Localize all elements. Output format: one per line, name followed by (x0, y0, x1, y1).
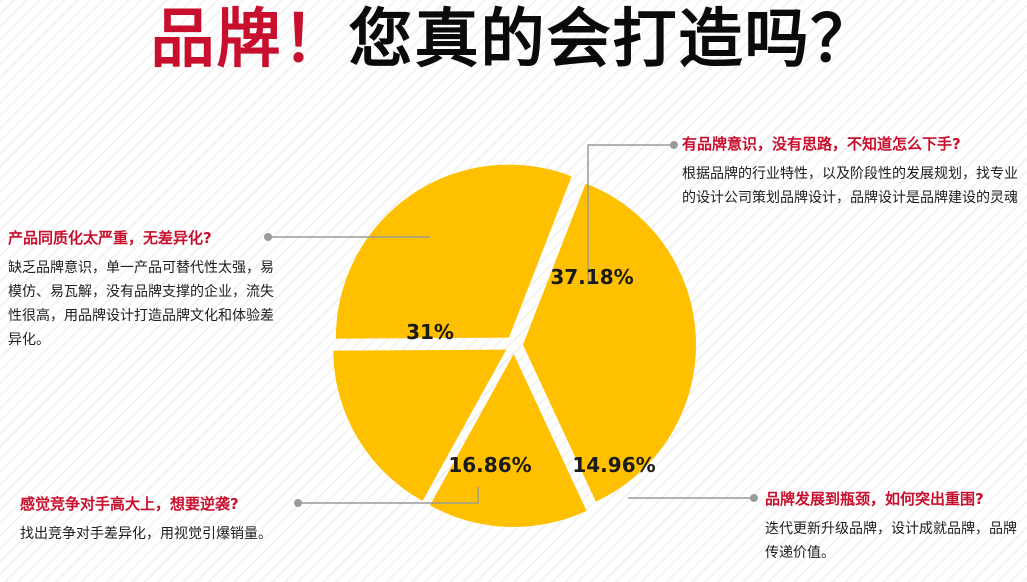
title-question: 您真的会打造吗？ (348, 3, 877, 77)
leader-dot-top (670, 141, 678, 149)
callout-bottom-left: 感觉竞争对手高大上，想要逆袭? 找出竞争对手差异化，用视觉引爆销量。 (20, 494, 320, 546)
callout-top-description: 根据品牌的行业特性，以及阶段性的发展规划，找专业的设计公司策划品牌设计，品牌设计… (682, 166, 1018, 206)
callout-bottom-left-question: 感觉竞争对手高大上，想要逆袭? (20, 495, 239, 513)
callout-bottom-left-description: 找出竞争对手差异化，用视觉引爆销量。 (20, 526, 272, 542)
callout-top-question: 有品牌意识，没有思路，不知道怎么下手? (682, 135, 961, 153)
callout-top: 有品牌意识，没有思路，不知道怎么下手? 根据品牌的行业特性，以及阶段性的发展规划… (682, 134, 1022, 210)
slice-label-37: 37.18% (550, 265, 633, 289)
leader-line-top (587, 144, 672, 285)
callout-left: 产品同质化太严重，无差异化? 缺乏品牌意识，单一产品可替代性太强，易模仿、易瓦解… (8, 228, 278, 352)
leader-dot-bottom-right (750, 494, 758, 502)
callout-bottom-right: 品牌发展到瓶颈，如何突出重围? 迭代更新升级品牌，设计成就品牌，品牌传递价值。 (765, 489, 1020, 565)
callout-left-description: 缺乏品牌意识，单一产品可替代性太强，易模仿、易瓦解，没有品牌支撑的企业，流失性很… (8, 260, 274, 348)
page-title: 品牌！您真的会打造吗？ (0, 4, 1027, 76)
pie-slice-17 (333, 349, 507, 501)
leader-lines (264, 141, 758, 507)
pie-slices (333, 164, 696, 527)
slice-label-17: 16.86% (448, 453, 531, 477)
slice-label-15: 14.96% (572, 453, 655, 477)
leader-dot-bottom-left (294, 499, 302, 507)
pie-slice-31 (335, 164, 572, 339)
pie-slice-15 (429, 353, 587, 527)
title-brand: 品牌！ (150, 3, 349, 77)
callout-bottom-right-description: 迭代更新升级品牌，设计成就品牌，品牌传递价值。 (765, 521, 1017, 561)
slice-label-31: 31% (406, 320, 454, 344)
leader-dot-left (264, 233, 272, 241)
callout-bottom-right-question: 品牌发展到瓶颈，如何突出重围? (765, 490, 984, 508)
leader-line-bottom-left (300, 487, 479, 504)
pie-slice-37 (522, 183, 696, 502)
callout-left-question: 产品同质化太严重，无差异化? (8, 229, 212, 247)
